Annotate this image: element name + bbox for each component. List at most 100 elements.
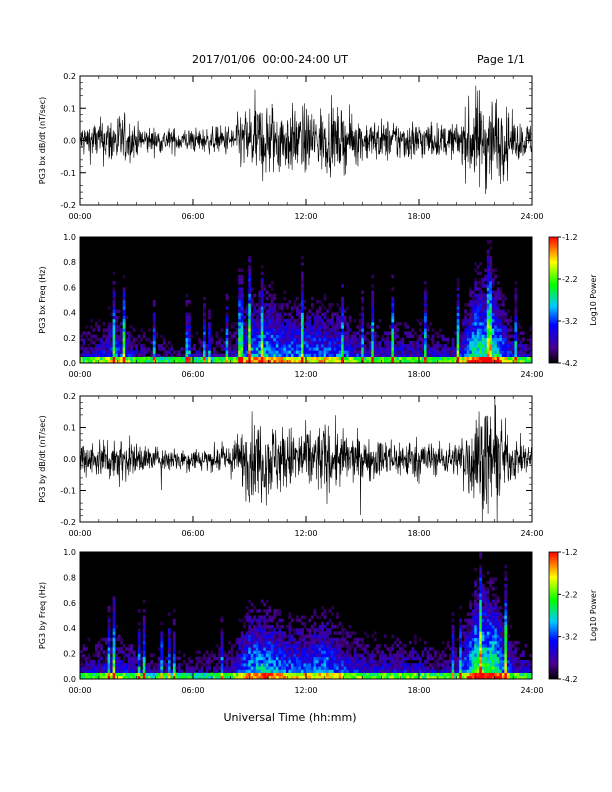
spectrogram-cell [107,328,111,332]
spectrogram-cell [132,653,136,658]
spectrogram-cell [95,672,98,677]
spectrogram-cell [273,359,277,364]
spectrogram-cell [459,640,462,645]
spectrogram-cell [160,344,164,348]
spectrogram-cell [328,609,332,613]
spectrogram-cell [110,334,113,339]
spectrogram-cell [187,328,191,332]
spectrogram-cell [253,640,257,645]
spectrogram-cell [145,337,149,342]
spectrogram-cell [474,609,478,613]
spectrogram-cell [175,675,179,680]
spectrogram-cell [275,625,279,629]
spectrogram-cell [484,637,488,642]
spectrogram-cell [198,356,201,361]
spectrogram-cell [516,322,520,326]
spectrogram-cell [112,653,116,658]
spectrogram-cell [321,340,324,345]
spectrogram-cell [190,669,194,673]
spectrogram-cell [496,625,500,629]
spectrogram-cell [306,663,309,667]
spectrogram-cell [275,303,279,307]
spectrogram-cell [326,309,329,313]
spectrogram-cell [92,347,96,351]
spectrogram-cell [240,666,244,670]
spectrogram-cell [406,359,410,364]
spectrogram-cell [132,344,136,348]
spectrogram-cell [358,353,362,357]
spectrogram-cell [331,653,334,658]
spectrogram-cell [167,653,171,658]
spectrogram-cell [328,318,332,323]
spectrogram-cell [491,640,495,645]
spectrogram-cell [288,615,292,619]
spectrogram-cell [464,656,468,661]
spectrogram-cell [250,656,254,661]
spectrogram-cell [481,290,485,294]
spectrogram-cell [323,322,327,326]
spectrogram-cell [110,337,113,342]
spectrogram-cell [313,322,317,326]
spectrogram-cell [157,666,161,670]
spectrogram-cell [491,631,495,635]
spectrogram-cell [366,353,370,357]
spectrogram-cell [275,347,279,351]
spectrogram-cell [95,669,98,673]
spectrogram-cell [424,640,427,645]
spectrogram-cell [529,337,533,342]
spectrogram-cell [373,359,377,364]
spectrogram-cell [469,325,473,329]
spectrogram-cell [484,318,488,323]
spectrogram-cell [115,309,118,313]
spectrogram-cell [454,666,457,670]
spectrogram-cell [358,312,362,317]
spectrogram-cell [469,303,473,307]
spectrogram-cell [388,340,392,345]
spectrogram-cell [479,571,483,575]
spectrogram-cell [137,359,141,364]
spectrogram-cell [250,356,254,361]
spectrogram-cell [499,350,503,354]
spectrogram-cell [293,631,297,635]
spectrogram-cell [245,656,249,661]
spectrogram-cell [308,659,312,664]
spectrogram-cell [454,656,457,661]
spectrogram-cell [471,631,475,635]
spectrogram-cell [351,359,355,364]
spectrogram-cell [268,625,272,629]
spectrogram-cell [499,625,503,629]
spectrogram-cell [105,344,108,348]
spectrogram-cell [511,353,515,357]
spectrogram-cell [275,663,279,667]
spectrogram-cell [258,293,262,298]
spectrogram-cell [240,672,244,677]
spectrogram-cell [323,634,327,639]
spectrogram-cell [311,359,314,364]
spectrogram-cell [489,309,493,313]
spectrogram-cell [117,334,121,339]
spectrogram-cell [393,325,397,329]
spectrogram-cell [451,618,455,623]
spectrogram-cell [240,344,244,348]
spectrogram-cell [489,344,493,348]
spectrogram-cell [213,669,216,673]
spectrogram-cell [358,347,362,351]
spectrogram-cell [524,344,528,348]
spectrogram-cell [484,340,488,345]
spectrogram-cell [270,659,274,664]
spectrogram-cell [366,340,370,345]
spectrogram-cell [283,290,287,294]
spectrogram-cell [270,315,274,320]
spectrogram-cell [434,653,437,658]
spectrogram-cell [494,353,498,357]
spectrogram-cell [275,612,279,616]
spectrogram-cell [466,344,470,348]
spectrogram-cell [248,625,252,629]
spectrogram-cell [233,331,236,335]
spectrogram-cell [499,340,503,345]
spectrogram-cell [338,659,342,664]
spectrogram-cell [250,669,254,673]
spectrogram-cell [243,315,247,320]
spectrogram-cell [494,325,498,329]
spectrogram-cell [208,656,211,661]
